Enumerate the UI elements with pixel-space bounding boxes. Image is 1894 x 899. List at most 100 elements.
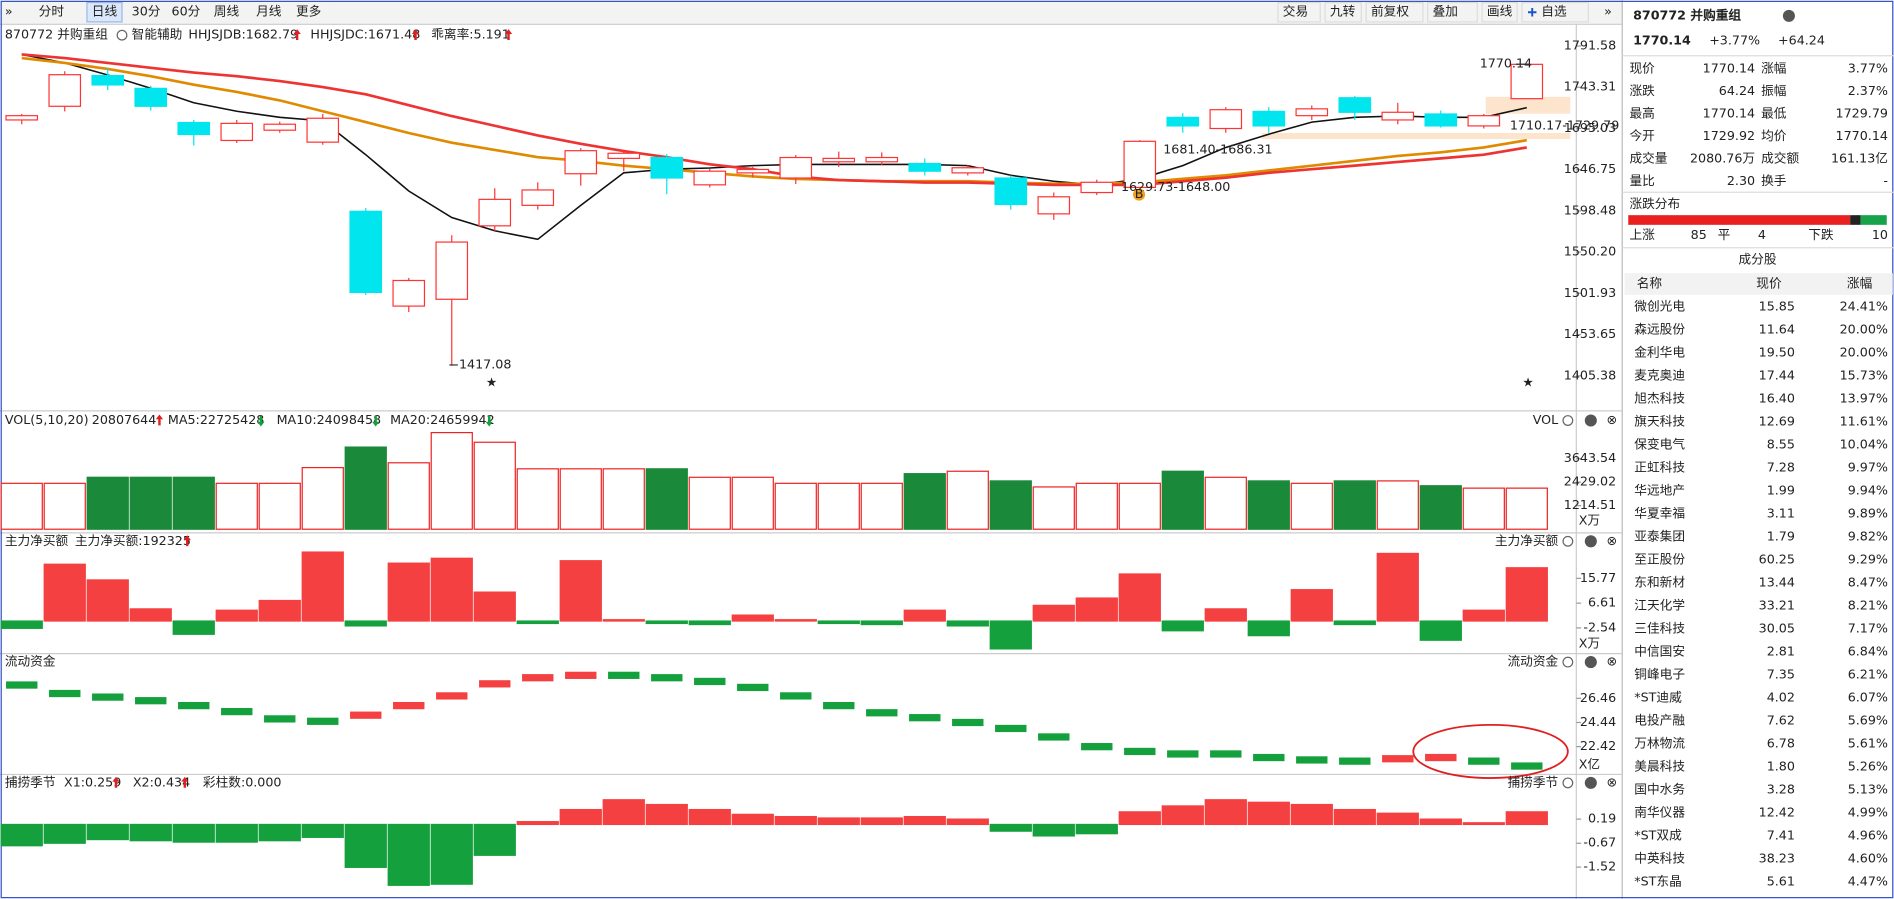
- stock-name[interactable]: 正虹科技: [1634, 460, 1685, 475]
- trend-arrow: [112, 776, 120, 788]
- column-header[interactable]: 现价: [1756, 276, 1782, 291]
- settings-icon[interactable]: [1562, 656, 1574, 668]
- period-label[interactable]: 分时: [39, 4, 65, 19]
- stock-name[interactable]: 亚泰集团: [1634, 529, 1685, 544]
- legend-item: 主力净买额:192325: [75, 533, 191, 548]
- flow-bar: [565, 671, 597, 679]
- stock-name[interactable]: *ST双成: [1634, 828, 1682, 843]
- quote-label: 均价: [1761, 128, 1787, 143]
- stock-price: 11.64: [1759, 321, 1795, 336]
- bar: [129, 823, 172, 842]
- stock-name[interactable]: *ST迪威: [1634, 690, 1682, 705]
- tool-button[interactable]: [1427, 1, 1478, 23]
- bar: [516, 821, 559, 826]
- tool-label[interactable]: 叠加: [1433, 4, 1458, 19]
- y-tick-label: 22.42: [1580, 738, 1616, 753]
- stock-name[interactable]: 铜峰电子: [1634, 667, 1685, 682]
- bar: [1204, 476, 1247, 530]
- settings-icon[interactable]: [1562, 777, 1574, 789]
- bar: [989, 823, 1032, 832]
- help-icon[interactable]: [1584, 414, 1597, 427]
- stock-name[interactable]: 微创光电: [1634, 298, 1685, 313]
- distribution-label: 下跌: [1808, 227, 1834, 242]
- stock-name[interactable]: 华夏幸福: [1634, 506, 1685, 521]
- stock-change: 6.07%: [1848, 690, 1888, 705]
- bar: [817, 620, 860, 625]
- stock-name[interactable]: 东和新材: [1634, 575, 1685, 590]
- period-button[interactable]: [86, 1, 123, 23]
- tool-label[interactable]: 交易: [1283, 4, 1308, 19]
- stock-name[interactable]: 国中水务: [1634, 782, 1685, 797]
- close-icon[interactable]: ⊗: [1607, 533, 1618, 548]
- stock-name[interactable]: 万林物流: [1634, 736, 1685, 751]
- period-button[interactable]: [291, 2, 334, 22]
- period-button[interactable]: [126, 2, 162, 22]
- column-header[interactable]: 涨幅: [1847, 276, 1873, 291]
- stock-name[interactable]: 中信国安: [1634, 644, 1685, 659]
- close-icon[interactable]: ⊗: [1607, 774, 1618, 789]
- stock-name[interactable]: 三佳科技: [1634, 621, 1685, 636]
- stock-name[interactable]: 旗天科技: [1634, 414, 1685, 429]
- period-label[interactable]: 更多: [296, 4, 321, 19]
- bar: [0, 620, 43, 629]
- bar: [688, 476, 731, 530]
- stock-name[interactable]: 至正股份: [1634, 552, 1685, 567]
- help-icon[interactable]: [1584, 776, 1597, 789]
- stock-name[interactable]: 保变电气: [1634, 437, 1685, 452]
- stock-name[interactable]: *ST东晶: [1634, 874, 1681, 889]
- stock-name[interactable]: 江天化学: [1634, 598, 1685, 613]
- stock-price: 7.62: [1767, 713, 1795, 728]
- period-label[interactable]: 60分: [172, 4, 201, 19]
- stock-name[interactable]: 旭杰科技: [1634, 391, 1685, 406]
- trend-arrow: [181, 776, 189, 788]
- period-label[interactable]: 周线: [214, 4, 240, 19]
- tool-button[interactable]: [1324, 1, 1362, 23]
- period-button[interactable]: [208, 2, 246, 22]
- period-button[interactable]: [33, 2, 83, 22]
- bar: [1462, 609, 1505, 622]
- stock-name[interactable]: 中英科技: [1634, 851, 1685, 866]
- stock-name[interactable]: 华远地产: [1634, 483, 1685, 498]
- trend-arrow: [183, 535, 191, 547]
- period-label[interactable]: 30分: [132, 4, 161, 19]
- tool-label[interactable]: 九转: [1330, 4, 1356, 19]
- tool-label[interactable]: 自选: [1541, 4, 1567, 19]
- bar: [430, 823, 473, 885]
- flow-bar: [1296, 756, 1328, 764]
- period-label[interactable]: 日线: [92, 4, 118, 19]
- stock-name[interactable]: 电投产融: [1634, 713, 1685, 728]
- stock-name[interactable]: 金利华电: [1634, 344, 1685, 359]
- quote-value: 1729.92: [1703, 128, 1755, 143]
- period-button[interactable]: [251, 2, 287, 22]
- candle-body: [306, 117, 340, 143]
- tool-button[interactable]: [1521, 1, 1590, 23]
- close-icon[interactable]: ⊗: [1607, 412, 1618, 427]
- info-icon[interactable]: [1782, 9, 1795, 22]
- tool-button[interactable]: [1481, 1, 1518, 23]
- bar: [1075, 597, 1118, 622]
- settings-icon[interactable]: [1562, 535, 1574, 547]
- stock-name[interactable]: 美晨科技: [1634, 759, 1685, 774]
- tool-button[interactable]: [1365, 1, 1424, 23]
- settings-icon[interactable]: [1562, 415, 1574, 426]
- column-header[interactable]: 名称: [1637, 276, 1663, 291]
- stock-name[interactable]: 麦克奥迪: [1634, 367, 1685, 382]
- pane-title: VOL(5,10,20): [5, 412, 89, 427]
- stock-name[interactable]: 森远股份: [1634, 321, 1685, 336]
- stock-price: 1.79: [1767, 529, 1795, 544]
- help-icon[interactable]: [1584, 535, 1597, 548]
- period-button[interactable]: [166, 2, 202, 22]
- expand-icon[interactable]: »: [1604, 4, 1612, 19]
- bar: [1247, 620, 1290, 637]
- tool-button[interactable]: [1277, 1, 1321, 23]
- distribution-label: 上涨: [1629, 227, 1655, 242]
- stock-name[interactable]: 南华仪器: [1634, 805, 1685, 820]
- flow-bar: [221, 707, 253, 716]
- help-icon[interactable]: [1584, 656, 1597, 669]
- tool-label[interactable]: 前复权: [1371, 4, 1409, 19]
- tool-label[interactable]: 画线: [1487, 4, 1513, 19]
- period-label[interactable]: 月线: [256, 4, 282, 19]
- candle-body: [1295, 108, 1329, 117]
- close-icon[interactable]: ⊗: [1607, 654, 1618, 669]
- collapse-icon[interactable]: »: [5, 4, 13, 19]
